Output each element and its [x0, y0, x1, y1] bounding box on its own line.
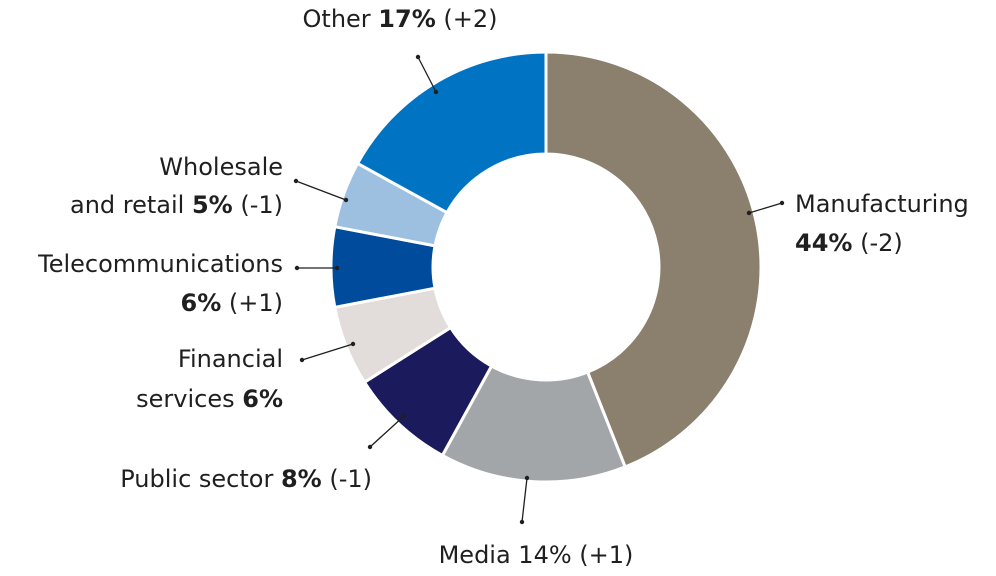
- leaders-group: [293, 54, 785, 525]
- label-other-line-1: Other 17% (+2): [303, 5, 498, 33]
- leader-line-financial-services: [301, 343, 354, 361]
- labels-group: Manufacturing 44% (-2) Media 14% (+1) Publi…: [37, 5, 969, 569]
- leader-dot-media: [524, 475, 530, 481]
- label-wholesale-and-retail-line-2: and retail 5% (-1): [70, 191, 283, 219]
- leader-end-dot-other: [415, 54, 421, 60]
- leader-end-dot-manufacturing: [779, 200, 785, 206]
- leader-dot-other: [433, 89, 439, 95]
- label-financial-services-line-2: services 6%: [136, 385, 283, 413]
- label-telecommunications-line-1: Telecommunications: [37, 250, 283, 278]
- label-financial-services-line-1: Financial: [178, 345, 283, 373]
- leader-dot-public-sector: [401, 413, 407, 419]
- leader-end-dot-financial-services: [299, 357, 305, 363]
- label-media-line-1: Media 14% (+1): [439, 541, 634, 569]
- leader-end-dot-public-sector: [367, 444, 373, 450]
- leader-dot-manufacturing: [746, 210, 752, 216]
- label-wholesale-and-retail-line-1: Wholesale: [159, 153, 283, 181]
- leader-end-dot-wholesale-and-retail: [293, 178, 299, 184]
- leader-line-public-sector: [369, 415, 405, 448]
- leader-dot-wholesale-and-retail: [343, 197, 349, 203]
- label-telecommunications-line-2: 6% (+1): [181, 289, 283, 317]
- leader-dot-financial-services: [350, 341, 356, 347]
- leader-end-dot-telecommunications: [294, 265, 300, 271]
- leader-dot-telecommunications: [334, 265, 340, 271]
- label-manufacturing-line-2: 44% (-2): [795, 229, 903, 257]
- leader-line-manufacturing: [748, 202, 783, 214]
- slice-other: [355, 50, 548, 215]
- slices-group: [329, 50, 763, 484]
- leader-end-dot-media: [519, 519, 525, 525]
- leader-line-wholesale-and-retail: [295, 180, 347, 201]
- label-public-sector-line-1: Public sector 8% (-1): [120, 465, 372, 493]
- slice-manufacturing: [544, 50, 763, 469]
- leader-line-media: [521, 477, 528, 523]
- label-manufacturing-line-1: Manufacturing: [795, 190, 969, 218]
- leader-line-other: [417, 56, 437, 93]
